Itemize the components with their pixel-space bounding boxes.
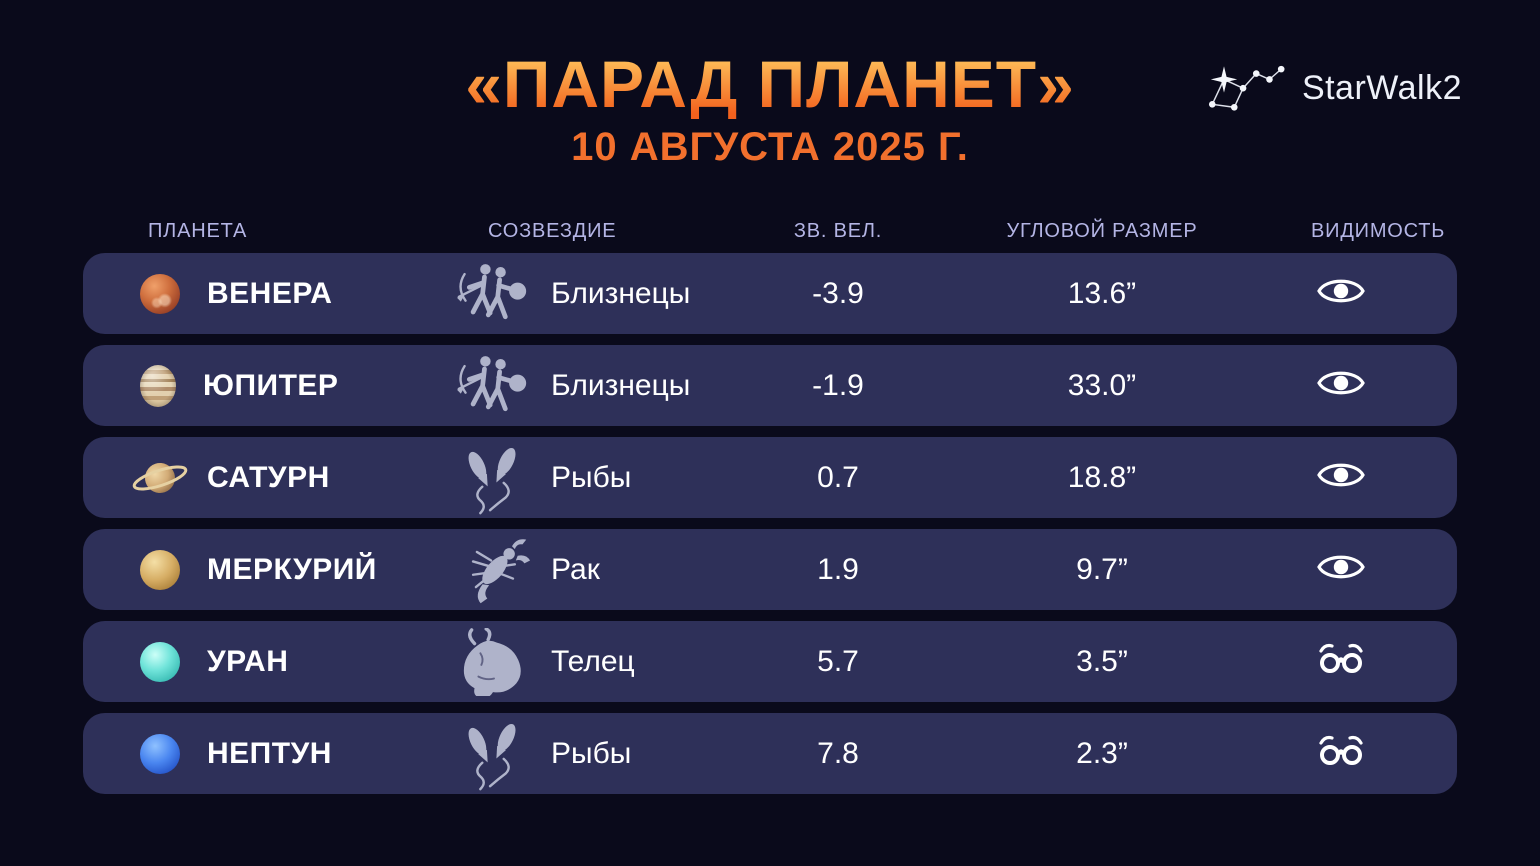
cancer-icon: [443, 532, 543, 608]
planet-table: ПЛАНЕТА СОЗВЕЗДИЕ ЗВ. ВЕЛ. УГЛОВОЙ РАЗМЕ…: [83, 220, 1457, 805]
column-header-constellation: СОЗВЕЗДИЕ: [488, 220, 617, 242]
constellation-name: Близнецы: [551, 276, 691, 310]
angular-size-value: 3.5”: [1076, 644, 1128, 678]
saturn-icon: [132, 455, 188, 501]
binoculars-icon: [1317, 642, 1365, 681]
constellation-logo-icon: [1202, 60, 1290, 117]
table-header: ПЛАНЕТА СОЗВЕЗДИЕ ЗВ. ВЕЛ. УГЛОВОЙ РАЗМЕ…: [83, 220, 1457, 243]
column-header-angular-size: УГЛОВОЙ РАЗМЕР: [1006, 220, 1198, 242]
magnitude-value: -1.9: [812, 368, 864, 402]
taurus-icon: [443, 627, 543, 696]
jupiter-icon: [140, 364, 176, 407]
planet-name: ЮПИТЕР: [203, 368, 339, 402]
magnitude-value: 7.8: [817, 736, 859, 770]
column-header-magnitude: ЗВ. ВЕЛ.: [793, 220, 883, 242]
planet-name: УРАН: [207, 644, 289, 678]
eye-icon: [1316, 275, 1366, 312]
constellation-name: Телец: [551, 644, 635, 678]
planet-name: ВЕНЕРА: [207, 276, 333, 310]
table-row-mercury: МЕРКУРИЙ: [83, 529, 1457, 610]
eye-icon: [1316, 459, 1366, 496]
angular-size-value: 13.6”: [1067, 276, 1137, 310]
magnitude-value: 1.9: [817, 552, 859, 586]
planet-name: САТУРН: [207, 460, 330, 494]
header: «ПАРАД ПЛАНЕТ» 10 АВГУСТА 2025 Г.: [0, 0, 1540, 170]
gemini-icon: [443, 350, 543, 422]
constellation-name: Рыбы: [551, 736, 632, 770]
pisces-icon: [443, 716, 543, 792]
pisces-icon: [443, 440, 543, 516]
table-row-jupiter: ЮПИТЕР: [83, 345, 1457, 426]
neptune-icon: [140, 733, 180, 774]
magnitude-value: 5.7: [817, 644, 859, 678]
angular-size-value: 33.0”: [1067, 368, 1137, 402]
angular-size-value: 9.7”: [1076, 552, 1128, 586]
constellation-name: Рак: [551, 552, 600, 586]
constellation-name: Близнецы: [551, 368, 691, 402]
gemini-icon: [443, 258, 543, 330]
column-header-visibility: ВИДИМОСТЬ: [1311, 220, 1446, 242]
eye-icon: [1316, 551, 1366, 588]
venus-icon: [140, 273, 180, 314]
eye-icon: [1316, 367, 1366, 404]
table-row-venus: ВЕНЕРА: [83, 253, 1457, 334]
angular-size-value: 2.3”: [1076, 736, 1128, 770]
magnitude-value: 0.7: [817, 460, 859, 494]
table-row-neptune: НЕПТУН: [83, 713, 1457, 794]
uranus-icon: [140, 641, 180, 682]
logo-text: StarWalk2: [1301, 69, 1462, 107]
page-title: «ПАРАД ПЛАНЕТ»: [465, 47, 1075, 121]
mercury-icon: [140, 549, 180, 590]
starwalk-logo: StarWalk2: [1202, 60, 1462, 117]
planet-name: МЕРКУРИЙ: [207, 552, 377, 586]
planet-name: НЕПТУН: [207, 736, 332, 770]
magnitude-value: -3.9: [812, 276, 864, 310]
binoculars-icon: [1317, 734, 1365, 773]
constellation-name: Рыбы: [551, 460, 632, 494]
table-row-uranus: УРАН Телец 5.7: [83, 621, 1457, 702]
table-row-saturn: САТУРН: [83, 437, 1457, 518]
angular-size-value: 18.8”: [1067, 460, 1137, 494]
page-subtitle: 10 АВГУСТА 2025 Г.: [571, 125, 969, 170]
column-header-planet: ПЛАНЕТА: [148, 220, 248, 242]
